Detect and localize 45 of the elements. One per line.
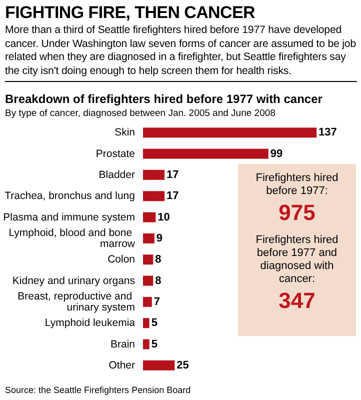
data-label: 7 <box>154 296 160 308</box>
y-tick-label: Breast, reproductive and urinary system <box>18 290 136 314</box>
data-label: 9 <box>156 232 163 244</box>
y-tick-label: Bladder <box>98 168 136 181</box>
bar <box>143 148 268 159</box>
data-label: 5 <box>151 338 158 350</box>
annotation: Firefighters hired before 1977: <box>254 172 340 198</box>
bar <box>143 254 154 265</box>
bar <box>143 339 150 350</box>
data-label: 137 <box>318 126 337 139</box>
bar <box>143 170 165 180</box>
data-label: 25 <box>176 359 189 372</box>
data-label: 8 <box>155 254 162 266</box>
data-label: 99 <box>270 148 283 160</box>
bar <box>143 191 165 202</box>
chart-title: FIGHTING FIRE, THEN CANCER <box>5 3 256 23</box>
chart-subtitle: More than a third of Seattle firefighters hired before 1977 have developed cancer. Under Washington law seven forms of cancer are assumed to be job related when they are diagnosed in a firefighter, but Seattle firefighters say the city isn't doing enough to help screen them for health risks. <box>5 24 357 82</box>
y-tick-label: Skin <box>114 126 136 139</box>
y-tick-label: Plasma and immune system <box>3 211 136 224</box>
text: By type of cancer, diagnosed between Jan. 2005 and June 2008 <box>5 108 276 119</box>
data-label: 17 <box>166 168 179 181</box>
y-tick-label: Other <box>108 359 136 372</box>
data-label: 10 <box>158 211 170 224</box>
y-tick-label: Trachea, bronchus and lung <box>4 190 136 202</box>
y-tick-label: Prostate <box>96 148 136 160</box>
y-tick-label: Lymphoid, blood and bone marrow <box>8 226 136 250</box>
y-tick-label: Colon <box>108 254 136 266</box>
data-label: 8 <box>155 274 162 287</box>
bar <box>143 318 150 328</box>
data-label: 5 <box>151 317 158 330</box>
annotation: 347 <box>278 288 316 314</box>
text: Breakdown of firefighters hired before 1977 with cancer <box>5 92 322 106</box>
source-note: Source: the Seattle Firefighters Pension Board <box>5 385 191 395</box>
bar <box>143 360 175 370</box>
bar <box>143 128 317 138</box>
bar <box>143 233 154 244</box>
bar <box>143 296 152 307</box>
annotation: 975 <box>278 200 316 226</box>
data-label: 17 <box>166 190 179 202</box>
bar <box>143 276 154 286</box>
bar <box>143 212 156 222</box>
y-tick-label: Kidney and urinary organs <box>12 274 135 287</box>
y-tick-label: Brain <box>110 338 136 350</box>
annotation: Firefighters hired before 1977 and diagnosed with cancer: <box>254 234 340 286</box>
y-tick-label: Lymphoid leukemia <box>44 317 136 330</box>
